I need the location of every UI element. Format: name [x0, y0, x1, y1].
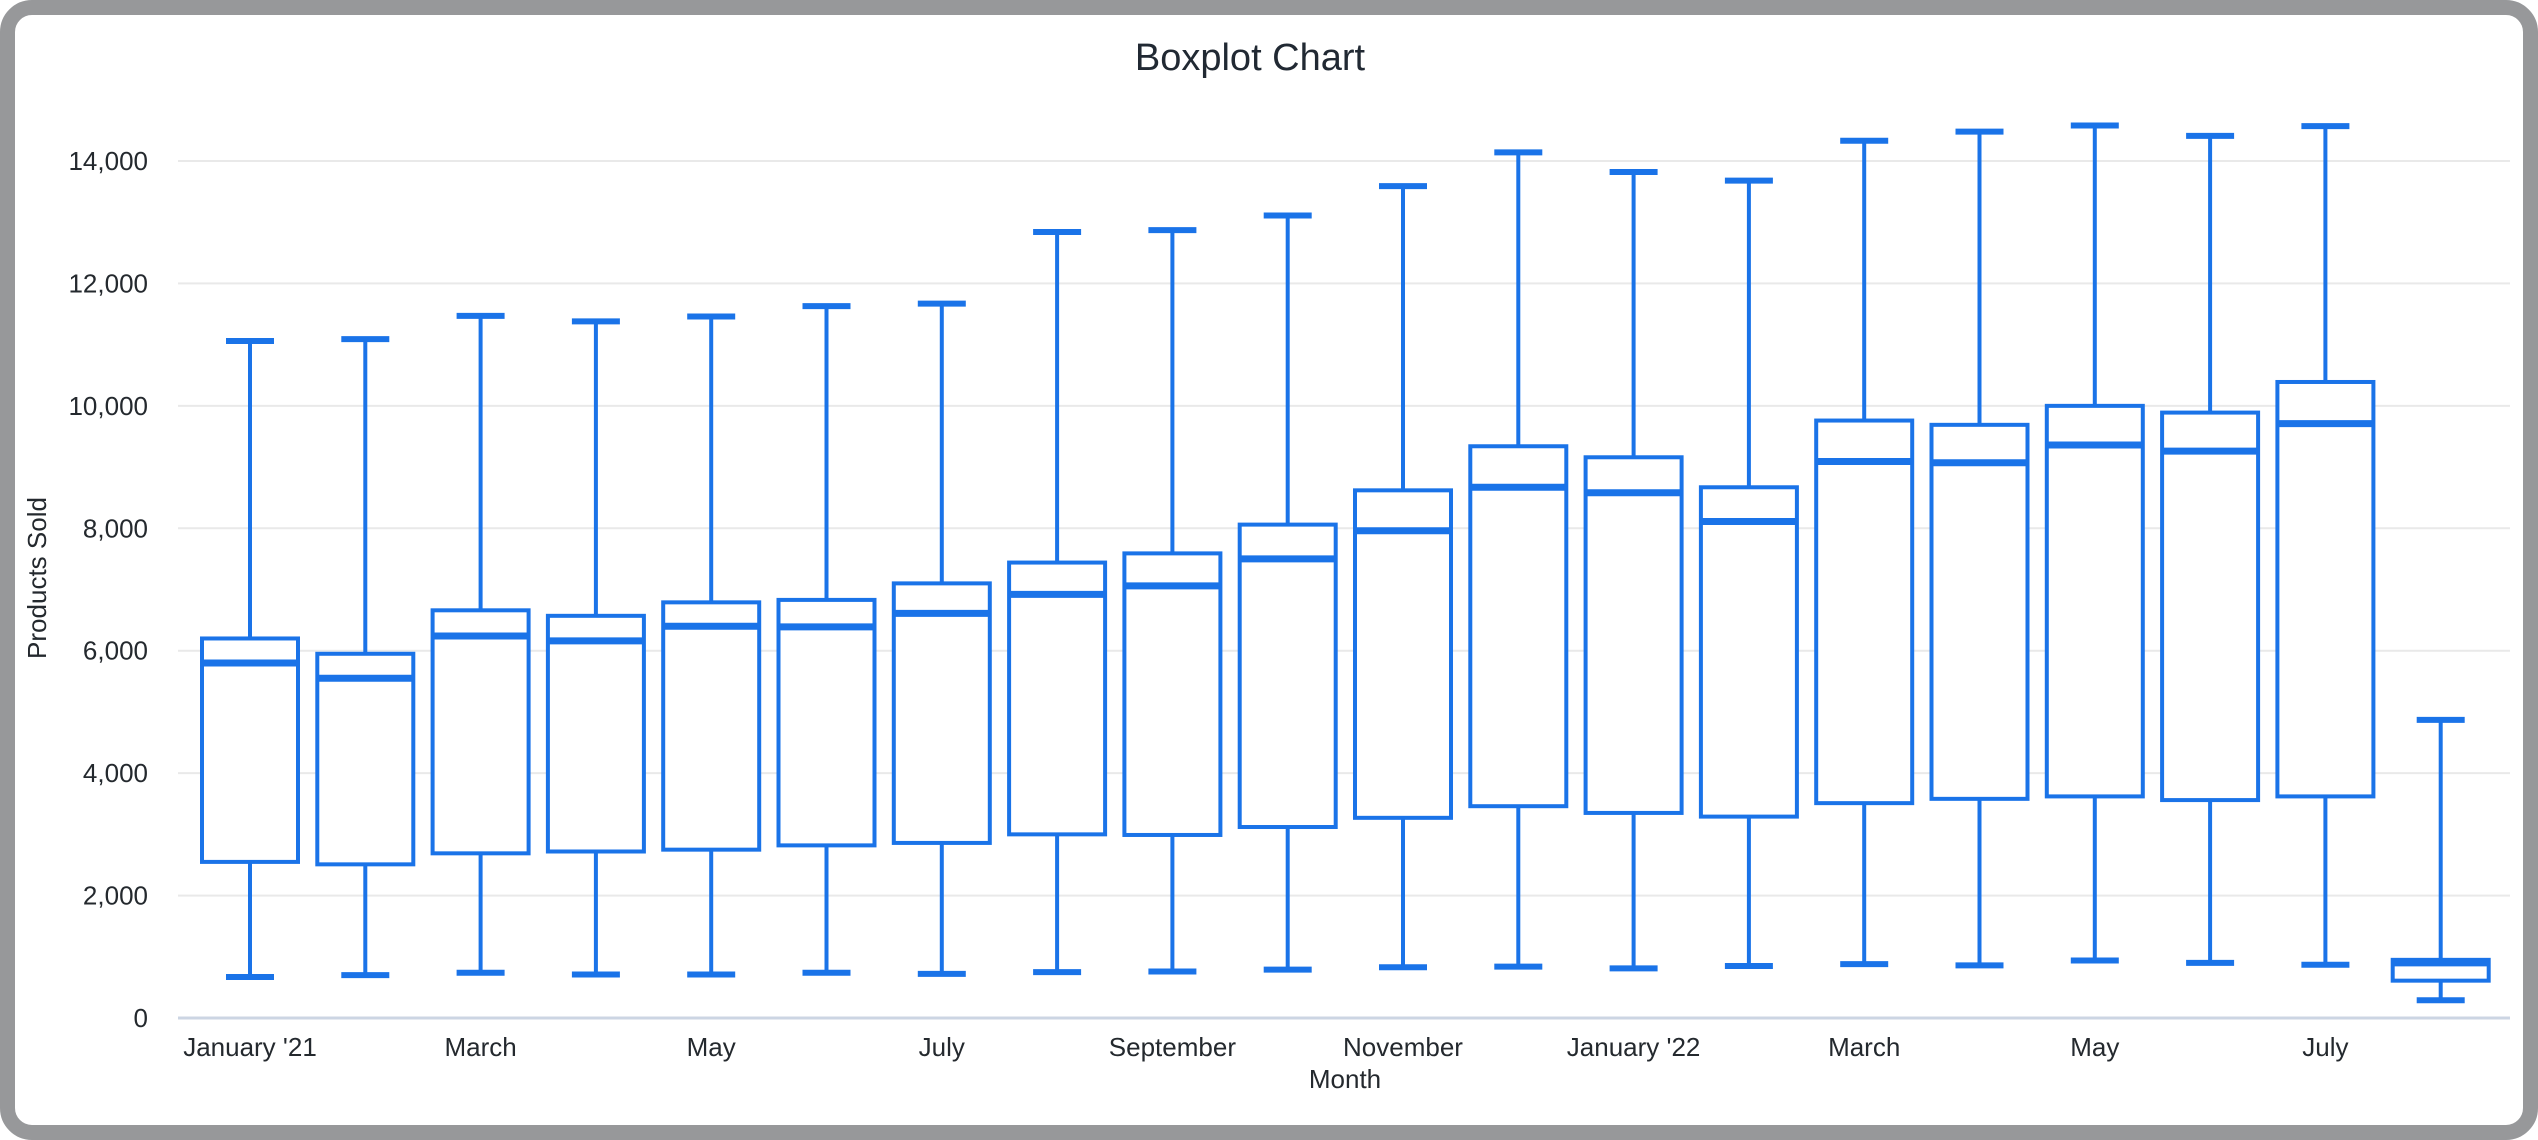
- boxplot-january-21[interactable]: [200, 337, 300, 980]
- y-tick-label: 14,000: [68, 146, 148, 176]
- x-tick-label: January '21: [183, 1032, 317, 1062]
- iqr-box[interactable]: [1353, 488, 1453, 820]
- iqr-box[interactable]: [1007, 560, 1108, 837]
- iqr-box[interactable]: [315, 651, 416, 867]
- iqr-box[interactable]: [2275, 379, 2376, 799]
- x-tick-label: March: [1828, 1032, 1900, 1062]
- y-axis-title: Products Sold: [22, 497, 52, 659]
- x-axis-title: Month: [1309, 1064, 1381, 1094]
- y-tick-label: 10,000: [68, 391, 148, 421]
- boxplot-december-21[interactable]: [1468, 149, 1569, 970]
- y-tick-label: 6,000: [83, 636, 148, 666]
- iqr-box[interactable]: [430, 608, 531, 856]
- y-axis-labels-layer: 0 2,000 4,000 6,000 8,000 10,000 12,000 14,000: [68, 146, 148, 1033]
- boxplot-march-22[interactable]: [1814, 137, 1915, 968]
- x-axis-labels-layer: January '21 March May July September November…: [183, 1032, 2348, 1062]
- boxplot-july-22[interactable]: [2275, 123, 2376, 968]
- boxplot-june-21[interactable]: [776, 303, 877, 976]
- boxplot-october-21[interactable]: [1237, 212, 1338, 973]
- boxplot-march-21[interactable]: [430, 312, 531, 976]
- x-tick-label: July: [2302, 1032, 2348, 1062]
- boxplot-february-21[interactable]: [315, 336, 416, 979]
- iqr-box[interactable]: [891, 581, 992, 845]
- boxplot-june-22[interactable]: [2160, 132, 2261, 966]
- iqr-box[interactable]: [2044, 403, 2145, 799]
- y-tick-label: 12,000: [68, 268, 148, 298]
- iqr-box[interactable]: [1929, 422, 2030, 801]
- iqr-box[interactable]: [1122, 551, 1223, 837]
- boxplot-april-22[interactable]: [1929, 128, 2030, 969]
- y-tick-label: 0: [134, 1003, 148, 1033]
- iqr-box[interactable]: [1814, 418, 1915, 806]
- y-tick-label: 8,000: [83, 513, 148, 543]
- iqr-box[interactable]: [1698, 485, 1799, 819]
- iqr-box[interactable]: [661, 600, 762, 852]
- boxplot-may-22[interactable]: [2044, 122, 2145, 964]
- iqr-box[interactable]: [200, 636, 300, 864]
- chart-title: Boxplot Chart: [1135, 37, 1366, 79]
- x-tick-label: May: [687, 1032, 736, 1062]
- boxplot-april-21[interactable]: [545, 318, 646, 978]
- boxplot-september-21[interactable]: [1122, 227, 1223, 975]
- iqr-box[interactable]: [1583, 455, 1684, 815]
- iqr-box[interactable]: [776, 597, 877, 848]
- boxplot-july-21[interactable]: [891, 300, 992, 977]
- iqr-box[interactable]: [1468, 444, 1569, 809]
- y-tick-label: 2,000: [83, 881, 148, 911]
- boxplot-series-layer: [200, 122, 2491, 1004]
- iqr-box[interactable]: [2160, 410, 2261, 803]
- iqr-box[interactable]: [1237, 522, 1338, 830]
- y-tick-label: 4,000: [83, 758, 148, 788]
- x-tick-label: March: [444, 1032, 516, 1062]
- x-tick-label: May: [2070, 1032, 2119, 1062]
- boxplot-january-22[interactable]: [1583, 169, 1684, 972]
- boxplot-august-21[interactable]: [1007, 229, 1108, 976]
- boxplot-february-22[interactable]: [1698, 177, 1799, 969]
- boxplot-may-21[interactable]: [661, 313, 762, 978]
- x-tick-label: November: [1343, 1032, 1463, 1062]
- boxplot-november-21[interactable]: [1353, 183, 1453, 971]
- boxplot-august-22[interactable]: [2390, 716, 2491, 1004]
- x-tick-label: January '22: [1567, 1032, 1701, 1062]
- x-tick-label: September: [1109, 1032, 1237, 1062]
- iqr-box[interactable]: [545, 613, 646, 854]
- x-tick-label: July: [919, 1032, 965, 1062]
